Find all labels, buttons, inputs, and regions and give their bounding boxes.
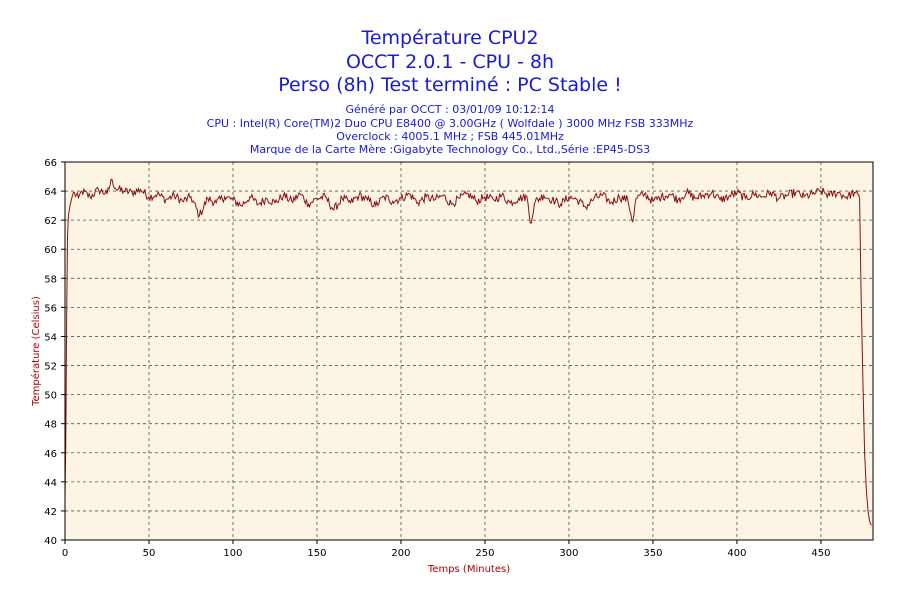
plot-area — [65, 162, 873, 540]
x-tick-label: 250 — [475, 548, 494, 559]
y-tick-label: 52 — [44, 362, 57, 373]
y-tick-label: 40 — [44, 536, 57, 547]
y-tick-label: 64 — [44, 187, 57, 198]
x-tick-label: 150 — [307, 548, 326, 559]
y-tick-label: 42 — [44, 507, 57, 518]
y-tick-label: 46 — [44, 449, 57, 460]
x-tick-label: 100 — [223, 548, 242, 559]
chart-info-line-2: CPU : Intel(R) Core(TM)2 Duo CPU E8400 @… — [206, 117, 694, 130]
y-tick-label: 60 — [44, 245, 57, 256]
plot-frame — [64, 161, 874, 541]
x-tick-label: 400 — [727, 548, 746, 559]
y-axis-label: Température (Celsius) — [30, 296, 42, 407]
x-axis-ticks: 0 50 100 150 200 250 300 350 400 450 — [62, 540, 830, 559]
y-tick-label: 66 — [44, 158, 57, 169]
chart-info-line-3: Overclock : 4005.1 MHz ; FSB 445.01MHz — [336, 130, 564, 143]
x-tick-label: 350 — [643, 548, 662, 559]
y-tick-label: 50 — [44, 391, 57, 402]
x-tick-label: 50 — [143, 548, 156, 559]
series-line — [64, 178, 872, 526]
y-axis-ticks: 40 42 44 46 48 50 52 54 56 58 60 62 64 66 — [44, 158, 65, 547]
y-tick-label: 56 — [44, 303, 57, 314]
x-tick-label: 200 — [391, 548, 410, 559]
x-axis-label: Temps (Minutes) — [427, 564, 510, 575]
y-tick-label: 62 — [44, 216, 57, 227]
x-tick-label: 450 — [811, 548, 830, 559]
chart-info-line-1: Généré par OCCT : 03/01/09 10:12:14 — [345, 103, 555, 116]
chart-title-line-2: OCCT 2.0.1 - CPU - 8h — [345, 51, 555, 73]
y-tick-label: 54 — [44, 332, 57, 343]
chart-title-line-1: Température CPU2 — [361, 27, 539, 49]
x-tick-label: 0 — [62, 548, 68, 559]
y-tick-label: 58 — [44, 274, 57, 285]
grid-lines — [65, 162, 873, 540]
y-tick-label: 44 — [44, 478, 57, 489]
chart-title-line-3: Perso (8h) Test terminé : PC Stable ! — [278, 74, 622, 96]
chart-info-line-4: Marque de la Carte Mère :Gigabyte Techno… — [249, 143, 651, 156]
x-tick-label: 300 — [559, 548, 578, 559]
y-tick-label: 48 — [44, 420, 57, 431]
